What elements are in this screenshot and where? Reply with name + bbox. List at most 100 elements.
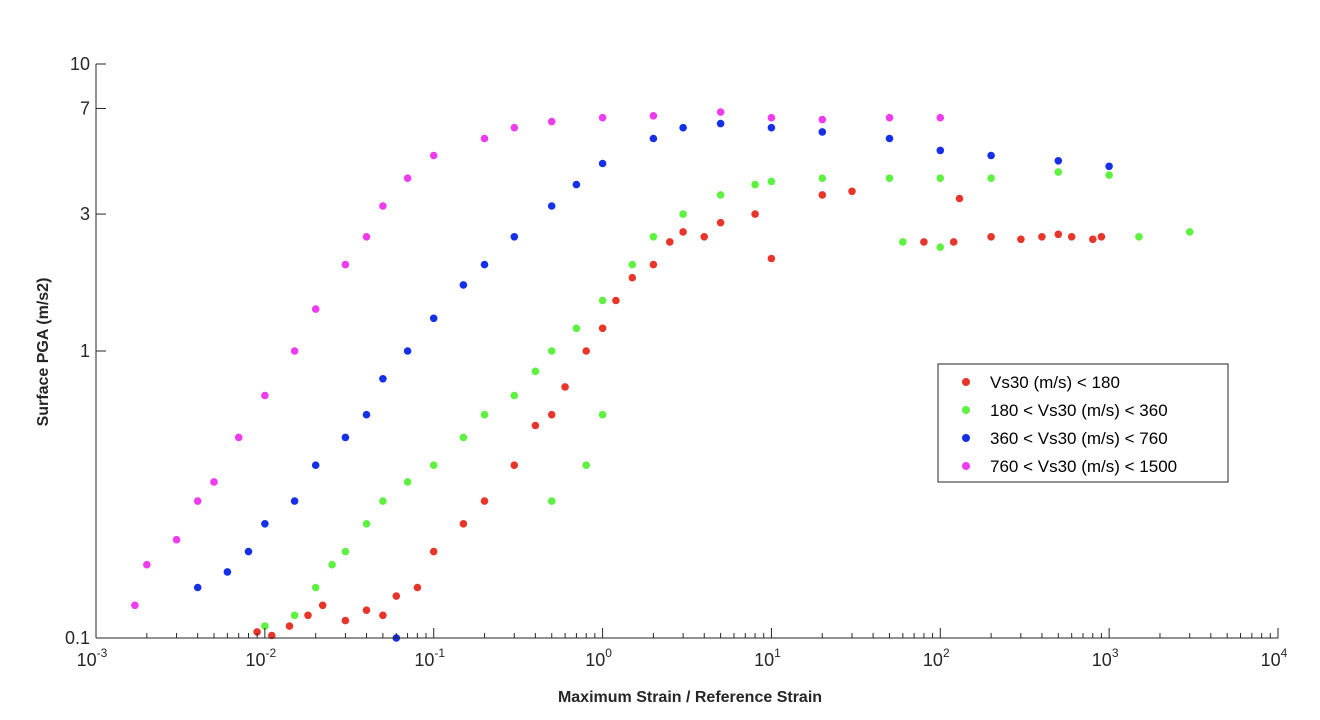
data-point-series-1 — [459, 520, 468, 528]
data-point-series-4 — [131, 601, 139, 610]
data-point-series-2 — [311, 583, 320, 592]
data-point-series-1 — [341, 616, 350, 625]
data-point-series-2 — [1135, 233, 1143, 241]
data-point-series-1 — [362, 606, 371, 614]
data-point-series-2 — [716, 191, 725, 199]
data-point-series-2 — [1054, 168, 1063, 176]
data-point-series-2 — [379, 497, 387, 505]
data-point-series-2 — [459, 433, 468, 442]
data-point-series-1 — [955, 194, 964, 203]
data-point-series-3 — [885, 134, 894, 143]
data-point-series-1 — [1054, 230, 1063, 239]
data-point-series-4 — [341, 260, 350, 269]
data-point-series-3 — [649, 134, 658, 143]
data-point-series-3 — [193, 583, 202, 592]
data-point-series-3 — [987, 151, 995, 160]
x-tick-label: 104 — [1261, 646, 1288, 670]
legend-marker — [962, 406, 970, 414]
data-point-series-2 — [290, 611, 299, 620]
data-point-series-2 — [547, 347, 556, 355]
legend-label: 180 < Vs30 (m/s) < 360 — [990, 401, 1168, 420]
y-axis-title: Surface PGA (m/s2) — [35, 278, 52, 427]
data-point-series-1 — [1089, 235, 1097, 244]
data-point-series-4 — [649, 112, 658, 120]
data-point-series-1 — [582, 347, 590, 355]
data-point-series-2 — [572, 324, 581, 333]
data-point-series-2 — [767, 177, 776, 186]
data-point-series-1 — [1038, 233, 1046, 241]
data-point-series-2 — [1105, 171, 1113, 179]
data-point-series-1 — [392, 592, 401, 600]
data-point-series-1 — [628, 273, 637, 282]
data-point-series-1 — [598, 324, 607, 333]
data-point-series-4 — [510, 123, 519, 132]
data-point-series-1 — [318, 601, 327, 610]
data-point-series-1 — [413, 583, 422, 592]
data-point-series-2 — [679, 210, 687, 218]
data-point-series-3 — [767, 123, 776, 132]
data-point-series-1 — [510, 461, 519, 470]
y-tick-label: 7 — [80, 98, 90, 118]
data-point-series-3 — [510, 233, 519, 241]
data-point-series-4 — [885, 113, 894, 122]
x-tick-label: 103 — [1092, 646, 1119, 670]
data-point-series-2 — [598, 410, 607, 419]
data-point-series-1 — [848, 187, 856, 196]
legend-marker — [962, 378, 970, 386]
data-point-series-1 — [531, 421, 540, 430]
data-point-series-1 — [304, 611, 312, 620]
data-point-series-4 — [818, 115, 827, 124]
y-tick-label: 0.1 — [65, 628, 90, 648]
x-axis-title: Maximum Strain / Reference Strain — [558, 689, 822, 706]
data-point-series-2 — [899, 238, 907, 246]
x-tick-label: 10-2 — [246, 646, 277, 670]
data-point-series-4 — [290, 347, 299, 355]
data-point-series-3 — [290, 497, 299, 505]
data-point-series-2 — [818, 174, 827, 182]
data-point-series-1 — [429, 547, 438, 556]
data-point-series-2 — [582, 461, 590, 470]
data-point-series-2 — [987, 174, 995, 182]
data-point-series-4 — [311, 305, 320, 313]
axes-layer — [95, 64, 1278, 639]
data-point-series-2 — [598, 296, 607, 305]
data-point-series-3 — [403, 347, 412, 355]
data-point-series-2 — [936, 243, 945, 251]
data-point-series-1 — [987, 233, 995, 241]
data-point-series-4 — [716, 108, 725, 116]
data-point-series-3 — [818, 128, 827, 136]
legend-label: 760 < Vs30 (m/s) < 1500 — [990, 457, 1177, 476]
data-point-series-2 — [362, 520, 371, 528]
data-point-series-2 — [341, 547, 350, 556]
data-point-series-2 — [510, 391, 519, 400]
x-tick-label: 100 — [585, 646, 612, 670]
legend: Vs30 (m/s) < 180 180 < Vs30 (m/s) < 360 36… — [937, 363, 1229, 483]
data-point-series-3 — [572, 180, 581, 189]
data-point-series-2 — [429, 461, 438, 470]
data-point-series-4 — [598, 113, 607, 122]
y-tick-label: 10 — [70, 54, 90, 74]
data-point-series-3 — [598, 159, 607, 168]
data-point-series-4 — [210, 478, 218, 486]
data-point-series-1 — [1097, 233, 1106, 241]
data-point-series-4 — [429, 151, 438, 160]
data-point-series-1 — [268, 631, 276, 640]
data-point-series-2 — [531, 367, 540, 376]
data-point-series-4 — [193, 497, 202, 505]
ticks-layer: 10-3 10-2 10-1 100 101 102 103 104 0.1 1 3 7 10 — [65, 54, 1288, 670]
data-point-series-1 — [818, 191, 827, 199]
data-point-series-1 — [716, 218, 725, 227]
data-point-series-1 — [547, 410, 556, 419]
x-tick-label: 10-3 — [77, 646, 108, 670]
data-point-series-4 — [143, 560, 151, 569]
data-point-series-3 — [261, 520, 269, 528]
data-point-series-4 — [936, 113, 945, 122]
data-point-series-4 — [261, 391, 269, 400]
data-point-series-3 — [480, 260, 489, 269]
data-point-series-1 — [480, 497, 489, 505]
y-tick-label: 1 — [80, 341, 90, 361]
data-point-series-2 — [547, 497, 556, 505]
data-point-series-1 — [679, 228, 687, 236]
data-point-series-3 — [379, 375, 387, 383]
